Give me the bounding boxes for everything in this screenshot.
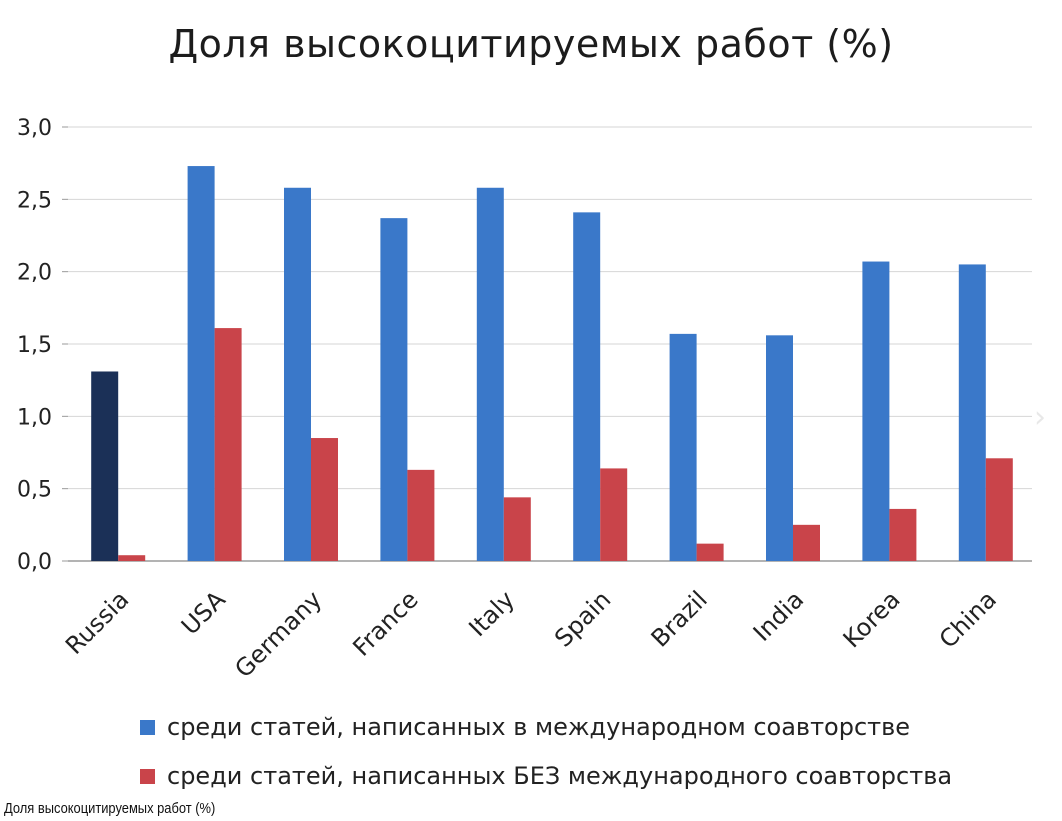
bar-germany-series-2: [311, 438, 338, 561]
y-tick-label: 3,0: [17, 116, 52, 141]
bar-brazil-series-1: [669, 333, 697, 561]
y-tick-label: 0,0: [17, 550, 52, 575]
bar-italy-series-1: [476, 187, 504, 561]
x-tick-label: Russia: [60, 585, 134, 659]
bar-india-series-1: [766, 335, 793, 561]
x-tick-label: Germany: [229, 585, 327, 683]
chart-title: Доля высокоцитируемых работ (%): [168, 22, 894, 66]
x-tick-label: India: [748, 585, 809, 646]
y-axis-ticks: 0,0 0,5 1,0 1,5 2,0 2,5 3,0: [17, 116, 52, 575]
x-tick-label: Korea: [838, 585, 906, 653]
bar-usa-series-1: [187, 166, 215, 561]
legend-item-series-2: среди статей, написанных БЕЗ международн…: [140, 762, 952, 790]
figure-caption: Доля высокоцитируемых работ (%): [4, 800, 216, 817]
bar-france-series-2: [407, 469, 435, 561]
y-tick-label: 0,5: [17, 478, 52, 503]
x-tick-label: Spain: [549, 585, 616, 652]
legend-swatch-series-2: [140, 768, 155, 784]
bar-russia-series-1: [91, 371, 119, 561]
bar-korea-series-1: [862, 261, 890, 561]
y-tick-label: 1,5: [17, 333, 52, 358]
y-tick-label: 2,0: [17, 261, 52, 286]
bar-brazil-series-2: [696, 543, 724, 561]
bar-china-series-2: [985, 458, 1013, 561]
x-tick-label: China: [934, 585, 1002, 653]
legend-swatch-series-1: [140, 719, 155, 735]
bar-usa-series-2: [214, 328, 242, 561]
bar-india-series-2: [793, 524, 820, 561]
legend-item-series-1: среди статей, написанных в международном…: [140, 713, 910, 741]
x-tick-label: France: [347, 585, 423, 661]
bars: [91, 166, 1013, 561]
bar-france-series-1: [380, 218, 408, 561]
legend-label-series-2: среди статей, написанных БЕЗ международн…: [167, 762, 953, 790]
chevron-right-icon[interactable]: ›: [1034, 400, 1046, 435]
x-tick-label: USA: [176, 585, 231, 640]
x-tick-label: Brazil: [646, 585, 713, 652]
bar-spain-series-2: [600, 468, 628, 561]
legend-label-series-1: среди статей, написанных в международном…: [167, 713, 911, 741]
y-tick-label: 1,0: [17, 405, 52, 430]
bar-germany-series-1: [284, 187, 311, 561]
bar-russia-series-2: [118, 555, 146, 561]
bar-korea-series-2: [889, 508, 917, 561]
bar-italy-series-2: [503, 497, 531, 561]
bar-spain-series-1: [573, 212, 601, 561]
bar-china-series-1: [958, 264, 986, 561]
y-tick-label: 2,5: [17, 188, 52, 213]
x-tick-label: Italy: [463, 585, 520, 642]
